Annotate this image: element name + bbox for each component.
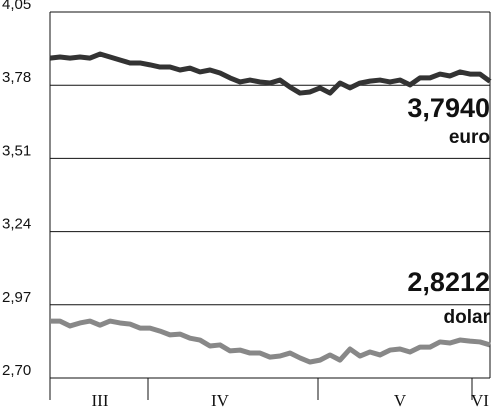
value-annotation: 2,8212 [407,267,490,297]
y-tick-label: 2,97 [2,289,31,306]
y-tick-label: 3,24 [2,216,31,233]
value-annotation: 3,7940 [407,93,490,123]
y-tick-label: 3,51 [2,142,31,159]
x-tick-label: IV [211,391,230,410]
x-tick-label: VI [471,391,489,410]
y-tick-label: 4,05 [2,0,31,13]
y-tick-label: 2,70 [2,362,31,379]
series-label: dolar [444,307,491,328]
x-tick-label: V [394,391,407,410]
y-tick-label: 3,78 [2,69,31,86]
series-label: euro [449,127,490,148]
series-line [50,318,491,365]
series-line [49,51,492,96]
x-tick-label: III [92,391,109,410]
